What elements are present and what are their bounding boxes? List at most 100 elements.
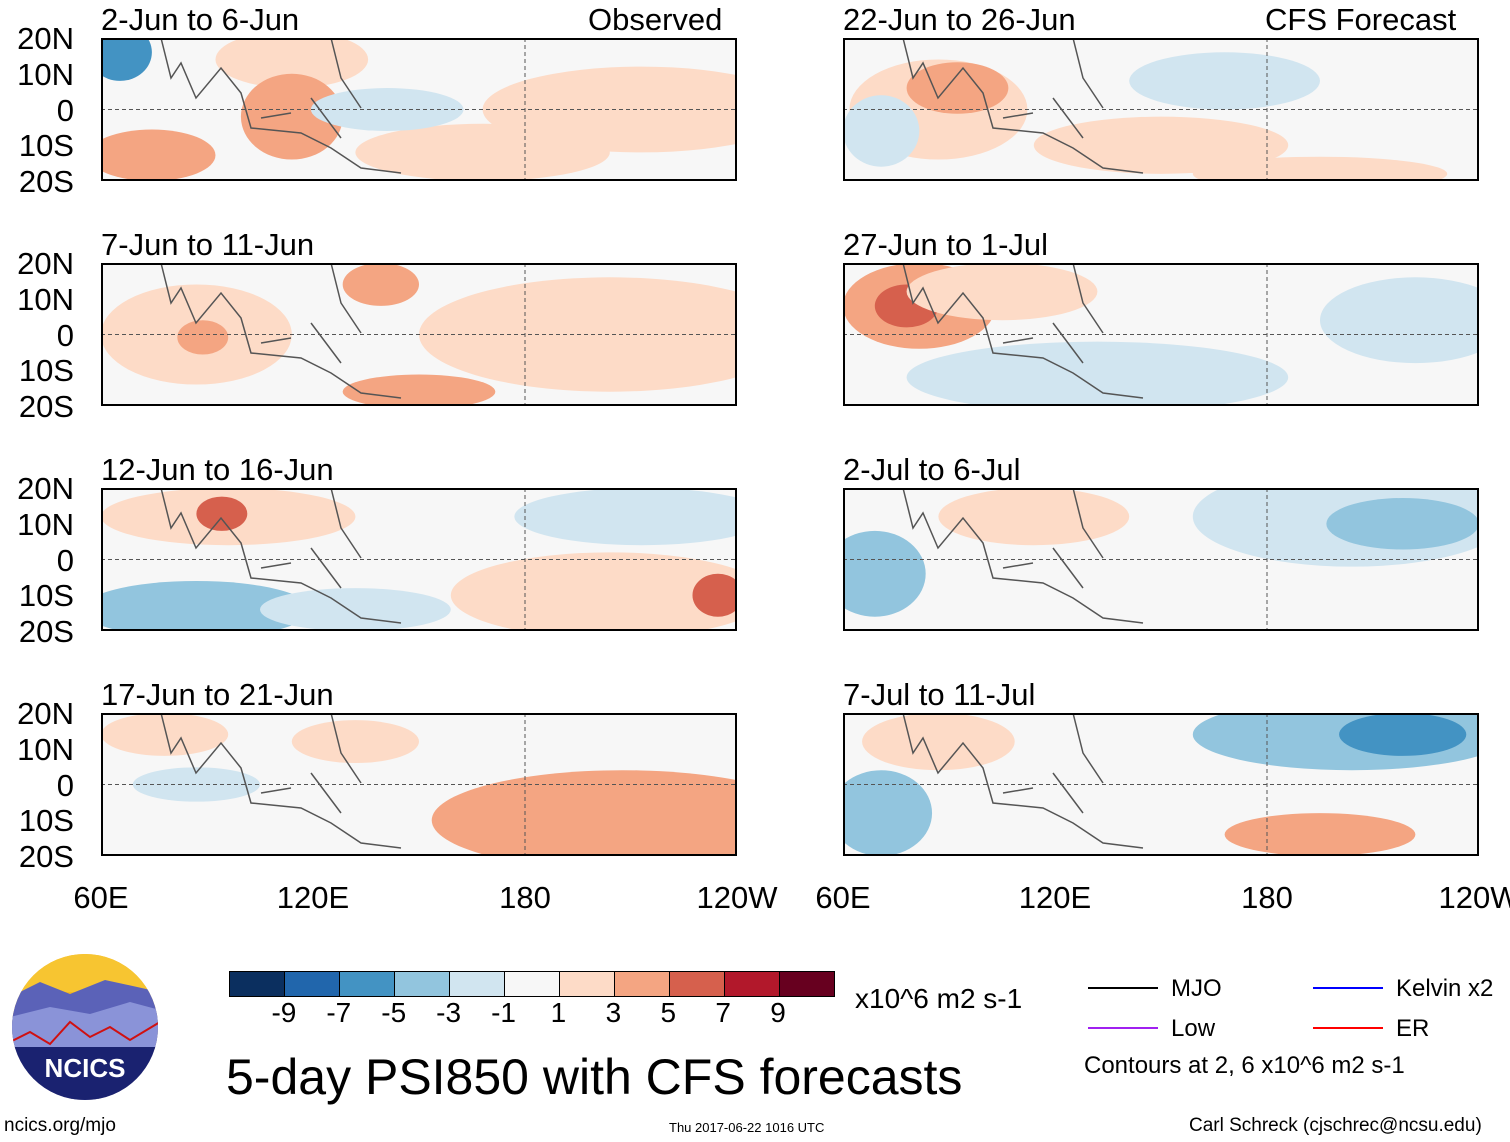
colorbar-swatch: [284, 972, 339, 996]
anomaly-region: [1224, 813, 1416, 856]
panel-title: 2-Jul to 6-Jul: [843, 452, 1021, 487]
anomaly-region: [215, 38, 369, 89]
anomaly-region: [260, 588, 451, 631]
anomaly-region: [1033, 116, 1289, 174]
footer-credit: Carl Schreck (cjschrec@ncsu.edu): [1189, 1115, 1482, 1136]
colorbar-label: -7: [326, 997, 352, 1028]
lat-tick-label: 10N: [17, 281, 74, 317]
forecast-label: CFS Forecast: [1265, 2, 1457, 37]
legend-label: MJO: [1171, 975, 1222, 1002]
lat-tick-label: 20S: [18, 839, 74, 874]
legend-line: [1088, 987, 1158, 989]
panel-title: 7-Jun to 11-Jun: [101, 227, 315, 262]
map-panel: [101, 263, 737, 406]
colorbar-swatch: [449, 972, 504, 996]
anomaly-region: [843, 95, 920, 167]
anomaly-region: [1320, 277, 1479, 364]
svg-text:NCICS: NCICS: [45, 1053, 126, 1083]
anomaly-region: [450, 552, 737, 631]
anomaly-region: [906, 62, 1009, 114]
anomaly-region: [101, 129, 216, 181]
anomaly-region: [342, 374, 496, 406]
colorbar-swatch: [339, 972, 394, 996]
anomaly-region: [938, 488, 1130, 546]
panel-title: 27-Jun to 1-Jul: [843, 227, 1049, 262]
contour-note: Contours at 2, 6 x10^6 m2 s-1: [1084, 1052, 1405, 1079]
legend-label: Kelvin x2: [1396, 975, 1494, 1002]
ncics-logo: NCICS: [12, 954, 158, 1100]
footer-url[interactable]: ncics.org/mjo: [4, 1115, 116, 1136]
colorbar-label: 3: [605, 997, 622, 1028]
anomaly-region: [132, 767, 260, 802]
colorbar-swatch: [779, 972, 834, 996]
map-panel: [843, 488, 1479, 631]
coastline: [902, 38, 1144, 174]
colorbar-label: 5: [660, 997, 677, 1028]
anomaly-region: [843, 530, 926, 617]
figure-title: 5-day PSI850 with CFS forecasts: [226, 1049, 963, 1105]
lat-tick-label: 20N: [17, 246, 74, 281]
legend-line: [1313, 1027, 1383, 1029]
lon-tick-label: 60E: [73, 880, 129, 915]
colorbar-swatch: [504, 972, 559, 996]
colorbar-swatch: [614, 972, 669, 996]
coastline: [902, 488, 1144, 624]
map-panel: [101, 38, 737, 181]
lon-tick-label: 120W: [1438, 880, 1510, 915]
anomaly-region: [514, 488, 737, 546]
colorbar-swatch: [394, 972, 449, 996]
map-panel: [843, 263, 1479, 406]
anomaly-region: [906, 341, 1289, 406]
lon-tick-label: 180: [499, 880, 551, 915]
colorbar-swatch: [724, 972, 779, 996]
anomaly-region: [906, 263, 1098, 321]
legend-line: [1313, 987, 1383, 989]
map-panel: [101, 488, 737, 631]
legend-label: Low: [1171, 1015, 1216, 1042]
coastline: [902, 263, 1144, 399]
panel-title: 12-Jun to 16-Jun: [101, 452, 334, 487]
legend-label: ER: [1396, 1015, 1430, 1042]
lon-tick-label: 180: [1241, 880, 1293, 915]
colorbar-swatch: [669, 972, 724, 996]
anomaly-region: [1129, 52, 1320, 110]
legend-line: [1088, 1027, 1158, 1029]
colorbar-label: -9: [271, 997, 297, 1028]
coastline: [160, 38, 402, 174]
panel-title: 17-Jun to 21-Jun: [101, 677, 334, 712]
coastline: [160, 713, 402, 849]
colorbar-label: 7: [715, 997, 731, 1028]
lat-tick-label: 10N: [17, 731, 74, 767]
map-panel: [843, 713, 1479, 856]
lat-tick-label: 20S: [18, 389, 74, 424]
anomaly-region: [482, 66, 737, 153]
lat-tick-label: 20S: [18, 164, 74, 199]
map-panel: [843, 38, 1479, 181]
anomaly-region: [843, 770, 933, 856]
lat-tick-label: 10S: [18, 803, 74, 839]
coastline: [902, 713, 1144, 849]
colorbar: [229, 971, 835, 997]
anomaly-region: [1339, 713, 1467, 756]
lat-tick-label: 10N: [17, 56, 74, 92]
anomaly-region: [310, 88, 464, 131]
anomaly-region: [431, 770, 737, 856]
anomaly-region: [240, 73, 343, 160]
lat-tick-label: 20N: [17, 471, 74, 506]
lon-tick-label: 120W: [696, 880, 778, 915]
colorbar-label: 1: [550, 997, 567, 1028]
panel-title: 7-Jul to 11-Jul: [843, 677, 1036, 712]
lat-tick-label: 0: [56, 767, 74, 803]
anomaly-region: [1326, 498, 1479, 550]
anomaly-region: [692, 573, 737, 617]
anomaly-region: [101, 38, 152, 81]
map-panel: [101, 713, 737, 856]
anomaly-region: [1192, 156, 1448, 181]
lat-tick-label: 20N: [17, 21, 74, 56]
observed-label: Observed: [588, 2, 723, 37]
coastline: [160, 263, 402, 399]
anomaly-region: [101, 713, 229, 756]
lon-tick-label: 120E: [276, 880, 350, 915]
lon-tick-label: 120E: [1018, 880, 1092, 915]
anomaly-region: [342, 263, 419, 306]
